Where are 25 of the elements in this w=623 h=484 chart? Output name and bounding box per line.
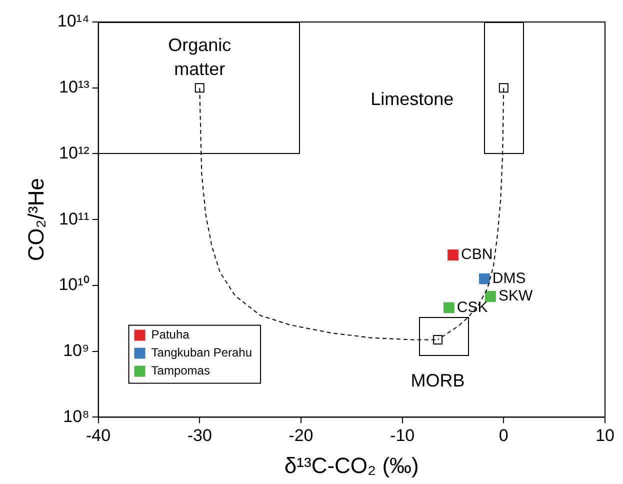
annotation: Limestone bbox=[370, 88, 454, 109]
x-tick-label: 10 bbox=[596, 426, 614, 446]
x-tick-label: -10 bbox=[390, 426, 415, 446]
annotation: DMS bbox=[492, 270, 526, 287]
annotation: CBN bbox=[460, 246, 493, 264]
x-tick-label: 0 bbox=[498, 426, 508, 446]
annotation: Organic matter bbox=[168, 34, 232, 79]
annotation: SKW bbox=[498, 288, 534, 305]
x-axis-title: δ¹³C-CO₂ (‰) bbox=[284, 452, 419, 478]
y-tick-label: 10⁸ bbox=[63, 406, 90, 426]
legend-label: Tampomas bbox=[151, 364, 210, 378]
x-tick-label: -20 bbox=[288, 426, 314, 446]
y-tick-label: 10¹² bbox=[59, 143, 90, 162]
annotation: MORB bbox=[410, 370, 465, 391]
x-tick-label: -40 bbox=[86, 426, 111, 446]
annotation: CSK bbox=[456, 298, 488, 316]
legend-label: Tangkuban Perahu bbox=[151, 346, 252, 360]
legend-label: Patuha bbox=[151, 328, 190, 342]
y-tick-label: 10¹¹ bbox=[59, 209, 90, 228]
y-tick-label: 10¹³ bbox=[59, 78, 90, 97]
y-tick-label: 10⁹ bbox=[63, 341, 90, 360]
x-tick-label: -30 bbox=[187, 426, 212, 446]
y-axis-title: CO₂/³He bbox=[23, 178, 48, 262]
y-tick-label: 10¹⁴ bbox=[57, 12, 90, 31]
y-tick-label: 10¹⁰ bbox=[58, 275, 90, 294]
